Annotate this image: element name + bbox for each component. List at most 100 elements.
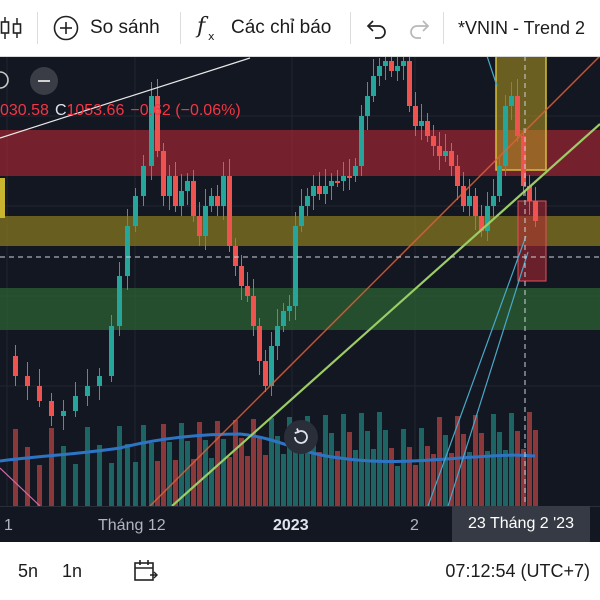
volume-bar	[527, 412, 532, 506]
candle-body	[467, 196, 472, 206]
candle-body	[275, 326, 280, 346]
volume-bar	[185, 441, 190, 506]
volume-bar	[413, 465, 418, 506]
undo-button[interactable]	[366, 0, 388, 56]
toolbar-separator	[443, 12, 444, 44]
candle-body	[133, 196, 138, 226]
volume-bar	[161, 424, 166, 506]
candle-body	[365, 96, 370, 116]
volume-bar	[179, 423, 184, 506]
volume-bar	[401, 429, 406, 506]
ohlc-legend: 030.58 C1053.66 −0.62 (−0.06%)	[0, 102, 241, 124]
volume-bar	[197, 422, 202, 506]
candle-body	[233, 246, 238, 266]
trendline-pink	[0, 467, 41, 506]
candle-body	[37, 386, 42, 401]
volume-moving-average	[0, 432, 536, 463]
minus-icon	[38, 80, 50, 82]
candle-body	[305, 196, 310, 206]
candle-body	[389, 61, 394, 71]
legend-low-value: 030.58	[0, 102, 49, 119]
candle-body	[461, 186, 466, 206]
date-range-button[interactable]	[132, 542, 158, 600]
trendline-blue-1	[427, 235, 527, 506]
candle-body	[401, 61, 406, 66]
volume-bar	[281, 454, 286, 506]
candle-body	[323, 186, 328, 194]
candle-body	[335, 181, 340, 183]
time-tick: 1	[4, 517, 13, 534]
candle-body	[251, 296, 256, 326]
candle-body	[509, 96, 514, 106]
bottom-toolbar: 5n 1n 07:12:54 (UTC+7)	[0, 542, 600, 600]
reset-icon	[294, 428, 308, 444]
volume-bar	[335, 451, 340, 506]
volume-bar	[293, 435, 298, 506]
volume-bar	[209, 458, 214, 506]
range-1d-button[interactable]: 1n	[62, 560, 83, 581]
candle-body	[485, 206, 490, 231]
volume-bar	[419, 428, 424, 506]
candle-body	[431, 136, 436, 146]
candle-body	[449, 151, 454, 166]
candle-body	[149, 96, 154, 166]
reset-chart-button[interactable]	[284, 420, 318, 454]
candle-body	[383, 61, 388, 66]
range-5d-button[interactable]: 5n	[18, 560, 39, 581]
volume-bar	[371, 449, 376, 506]
candlesticks	[13, 56, 538, 430]
candle-body	[13, 356, 18, 376]
candle-body	[227, 176, 232, 246]
candle-body	[515, 96, 520, 136]
redo-icon	[410, 20, 430, 39]
volume-bar	[383, 430, 388, 506]
candle-body	[73, 396, 78, 411]
volume-bar	[173, 460, 178, 506]
time-tick: Tháng 12	[98, 517, 166, 534]
fx-icon: f x	[195, 14, 215, 43]
volume-bar	[263, 455, 268, 506]
volume-bar	[449, 453, 454, 506]
hide-indicator-button[interactable]	[30, 67, 58, 95]
chart-type-button[interactable]	[0, 0, 28, 56]
volume-bar	[431, 454, 436, 506]
candle-body	[341, 176, 346, 181]
volume-bar	[311, 434, 316, 506]
candle-body	[215, 196, 220, 206]
volume-bar	[407, 447, 412, 506]
volume-bar	[473, 415, 478, 506]
candle-body	[491, 196, 496, 206]
candles-icon	[0, 17, 22, 39]
legend-close-value: 1053.66	[66, 102, 125, 119]
volume-bar	[521, 449, 526, 506]
compare-button[interactable]: So sánh	[52, 0, 160, 56]
candle-body	[221, 176, 226, 206]
legend-collapse-icon[interactable]	[0, 68, 10, 92]
candle-body	[263, 361, 268, 386]
volume-bar	[141, 425, 146, 506]
volume-bar	[503, 450, 508, 506]
redo-button[interactable]	[408, 0, 430, 56]
volume-bar	[395, 466, 400, 506]
chart-pane[interactable]	[0, 56, 600, 506]
volume-bar	[117, 426, 122, 506]
indicators-button[interactable]: f x Các chỉ báo	[195, 0, 331, 56]
candle-body	[239, 266, 244, 286]
candle-body	[311, 186, 316, 196]
candle-body	[287, 306, 292, 311]
candle-body	[455, 166, 460, 186]
svg-text:f: f	[195, 14, 209, 39]
chart-canvas[interactable]	[0, 56, 600, 506]
clock-timezone[interactable]: 07:12:54 (UTC+7)	[445, 560, 590, 581]
legend-close-prefix: C	[54, 102, 67, 119]
volume-bar	[365, 431, 370, 506]
trendline-green	[171, 123, 600, 506]
volume-bar	[215, 421, 220, 506]
candle-body	[419, 121, 424, 126]
trendline-white	[0, 57, 251, 139]
layout-title[interactable]: *VNIN - Trend 2	[458, 17, 586, 38]
candle-body	[25, 376, 30, 386]
volume-bar	[203, 440, 208, 506]
svg-text:x: x	[208, 30, 215, 43]
candle-body	[359, 116, 364, 166]
